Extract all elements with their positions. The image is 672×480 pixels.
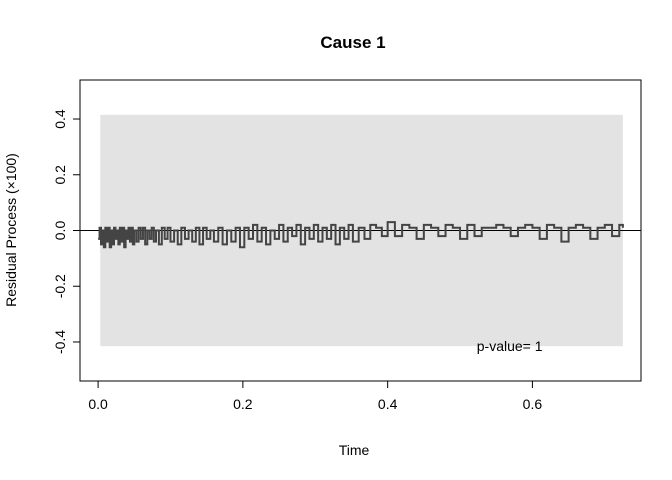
x-axis-label: Time — [339, 442, 370, 458]
x-tick-label: 0.6 — [523, 396, 543, 412]
y-axis: -0.4 -0.2 0.0 0.2 0.4 — [52, 109, 81, 354]
y-tick-label: 0.2 — [52, 165, 68, 185]
x-tick-label: 0.4 — [378, 396, 398, 412]
x-tick-label: 0.0 — [88, 396, 108, 412]
x-tick-label: 0.2 — [233, 396, 253, 412]
y-tick-label: -0.4 — [52, 330, 68, 354]
p-value-annotation: p-value= 1 — [477, 338, 543, 354]
x-axis: 0.0 0.2 0.4 0.6 — [88, 380, 543, 412]
residual-process-line — [98, 221, 624, 249]
y-tick-label: 0.4 — [52, 109, 68, 129]
y-tick-label: -0.2 — [52, 274, 68, 298]
chart-title: Cause 1 — [320, 33, 385, 52]
y-tick-label: 0.0 — [52, 221, 68, 241]
y-axis-label: Residual Process (×100) — [3, 153, 19, 307]
